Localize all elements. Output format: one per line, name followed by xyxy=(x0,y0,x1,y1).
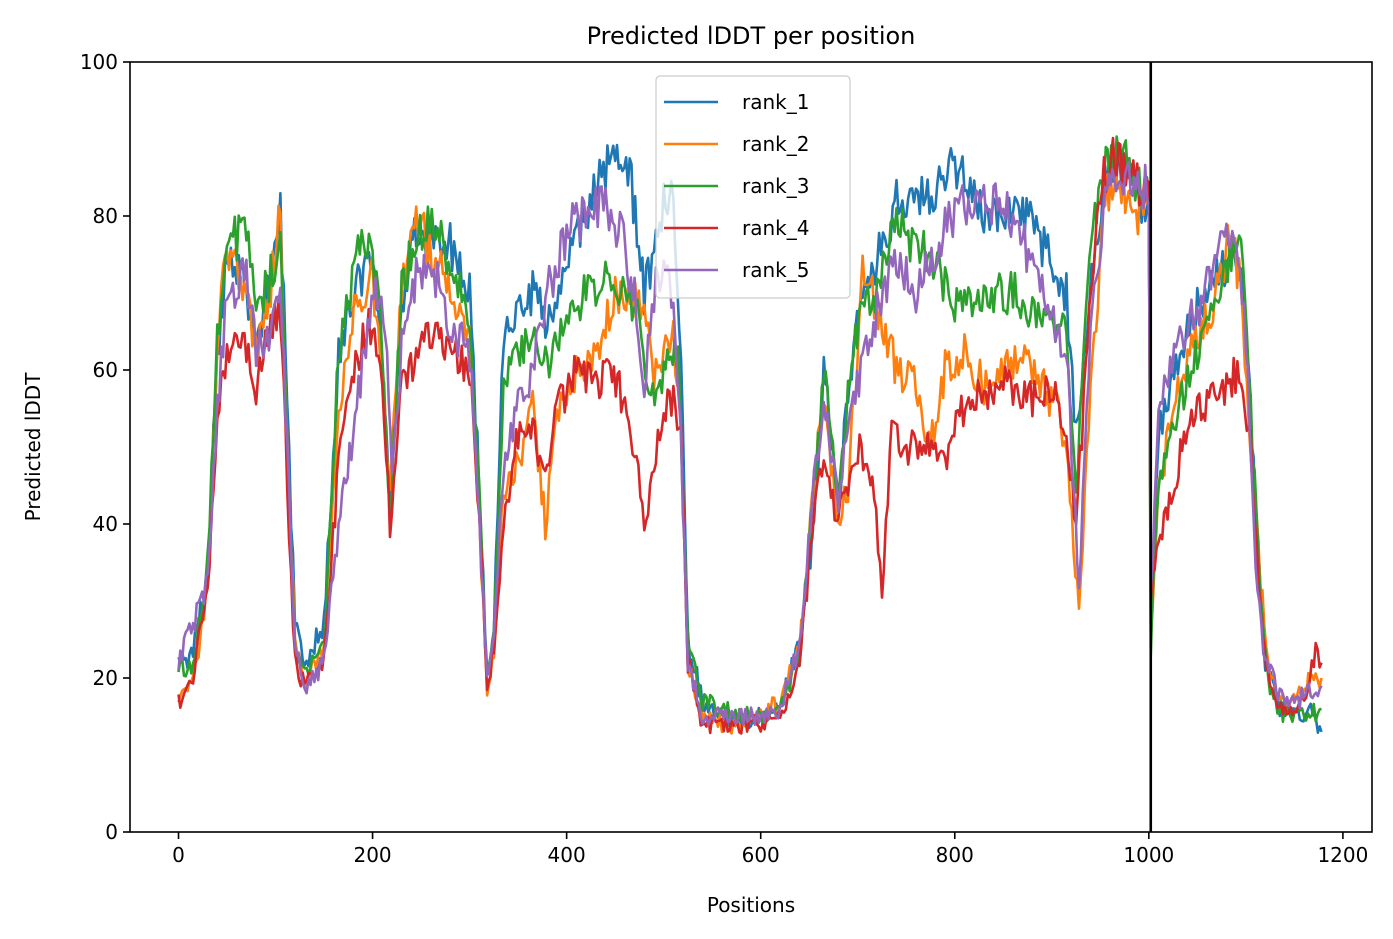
x-axis: 0 200 400 600 800 1000 1200 xyxy=(172,832,1368,867)
y-axis: 0 20 40 60 80 100 xyxy=(80,50,130,844)
series-line-rank_5 xyxy=(177,160,1323,727)
y-tick-label: 20 xyxy=(93,666,118,690)
y-tick-label: 80 xyxy=(93,204,118,228)
legend-box xyxy=(655,75,851,299)
y-tick-label: 100 xyxy=(80,50,118,74)
legend: rank_1 rank_2 rank_3 rank_4 rank_5 xyxy=(655,75,851,299)
legend-label-rank_5: rank_5 xyxy=(742,258,809,282)
series-layer xyxy=(177,135,1323,735)
x-tick-label: 400 xyxy=(548,843,586,867)
x-tick-label: 1000 xyxy=(1123,843,1174,867)
legend-label-rank_4: rank_4 xyxy=(742,216,809,240)
y-tick-label: 0 xyxy=(105,820,118,844)
x-tick-label: 0 xyxy=(172,843,185,867)
legend-label-rank_1: rank_1 xyxy=(742,90,809,114)
legend-label-rank_3: rank_3 xyxy=(742,174,809,198)
y-tick-label: 60 xyxy=(93,358,118,382)
y-tick-label: 40 xyxy=(93,512,118,536)
x-axis-label: Positions xyxy=(707,893,795,917)
y-axis-label: Predicted lDDT xyxy=(21,372,45,522)
legend-label-rank_2: rank_2 xyxy=(742,132,809,156)
x-tick-label: 600 xyxy=(742,843,780,867)
x-tick-label: 800 xyxy=(936,843,974,867)
chart-title: Predicted lDDT per position xyxy=(587,22,916,50)
x-tick-label: 200 xyxy=(353,843,391,867)
x-tick-label: 1200 xyxy=(1317,843,1368,867)
plot-frame xyxy=(129,61,1373,833)
